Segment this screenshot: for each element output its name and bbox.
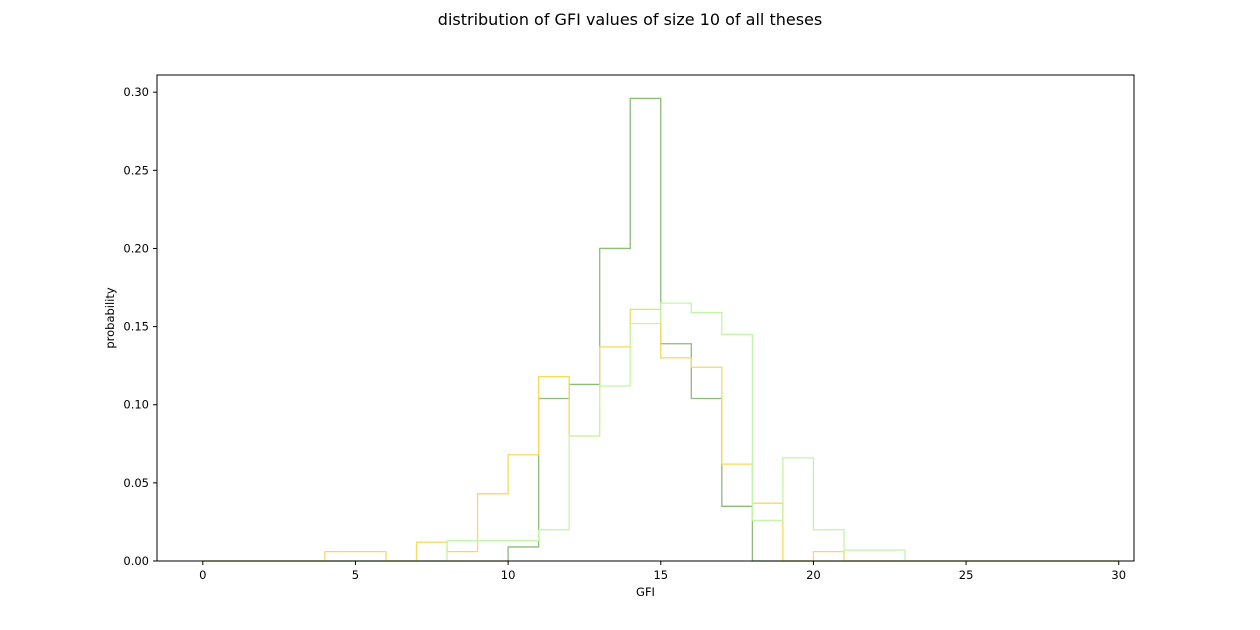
y-axis-label: probability	[103, 287, 117, 349]
plot-frame	[156, 74, 1135, 562]
y-axis: 0.00 0.05 0.10 0.15 0.20 0.25 0.30	[123, 85, 157, 568]
y-tick-label: 0.15	[123, 320, 149, 334]
y-tick-label: 0.10	[123, 398, 149, 412]
y-tick-label: 0.25	[123, 163, 149, 177]
x-axis: 0 5 10 15 20 25 30	[199, 561, 1126, 582]
x-tick-label: 20	[806, 568, 821, 582]
y-tick-label: 0.00	[123, 554, 149, 568]
x-axis-label: GFI	[636, 585, 655, 599]
x-tick-label: 15	[653, 568, 668, 582]
x-tick-label: 5	[352, 568, 359, 582]
y-tick-label: 0.05	[123, 476, 149, 490]
y-tick-label: 0.20	[123, 241, 149, 255]
chart-title: distribution of GFI values of size 10 of…	[438, 10, 822, 29]
x-tick-label: 0	[199, 568, 206, 582]
plot-area	[202, 97, 1119, 562]
x-tick-label: 10	[501, 568, 516, 582]
histogram-series-2	[202, 308, 1119, 562]
y-tick-label: 0.30	[123, 85, 149, 99]
x-tick-label: 25	[959, 568, 974, 582]
x-tick-label: 30	[1111, 568, 1126, 582]
